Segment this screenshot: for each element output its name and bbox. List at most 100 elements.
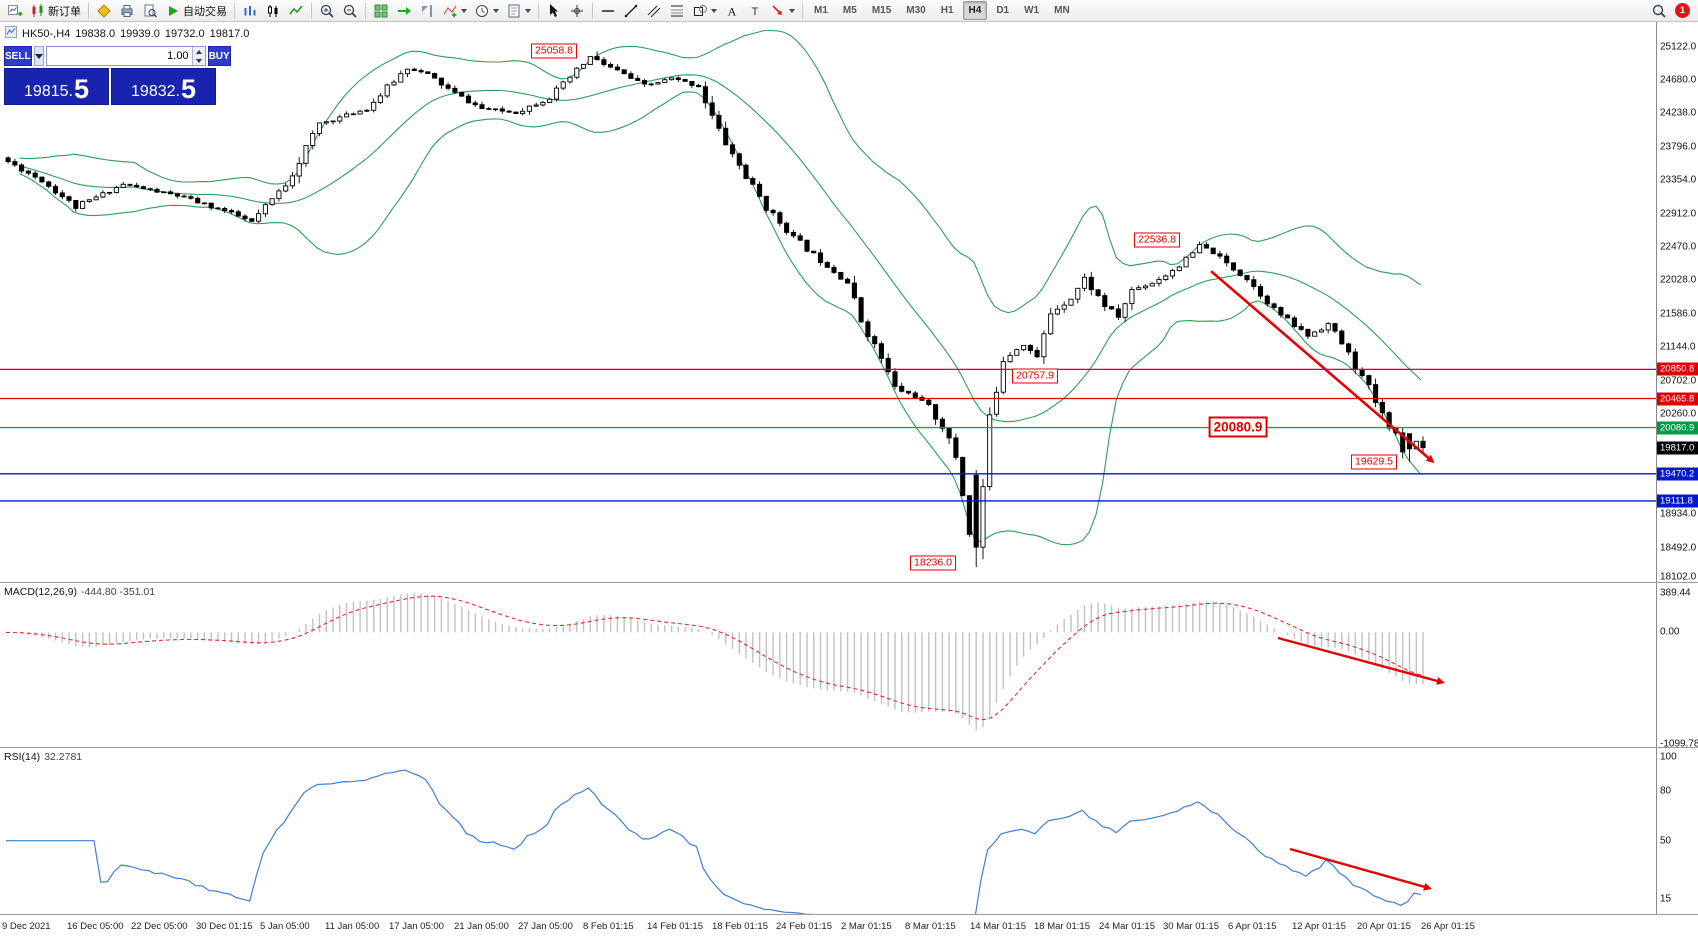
volume-decrease-button[interactable]: [192, 56, 205, 65]
price-axis-label: 20260.0: [1660, 408, 1697, 420]
price-axis[interactable]: 25122.0 24680.0 24238.0 23796.0 23354.0 22912…: [1656, 22, 1698, 583]
main-toolbar: 新订单 自动交易 A T M1 M5 M15 M30 H1 H4 D1 W1 MN 1: [0, 0, 1698, 22]
timeframe-m15-button[interactable]: M15: [871, 5, 892, 16]
symbol-period-label: HK50-,H4: [22, 27, 71, 40]
shapes-icon: [692, 3, 708, 19]
search-button[interactable]: [1648, 1, 1670, 21]
cursor-button[interactable]: [543, 1, 565, 21]
indicators-button[interactable]: [439, 1, 470, 21]
timeframe-m30-button[interactable]: M30: [906, 5, 926, 16]
channel-icon: [646, 3, 662, 19]
price-axis-label: 18102.0: [1660, 571, 1697, 583]
toolbar-separator: [802, 2, 803, 19]
arrows-tool-button[interactable]: [767, 1, 798, 21]
timeframe-h1-button[interactable]: H1: [940, 5, 954, 16]
print-button[interactable]: [116, 1, 138, 21]
equidistant-channel-button[interactable]: [643, 1, 665, 21]
timeframe-h4-button[interactable]: H4: [962, 1, 988, 20]
textT-icon: T: [747, 3, 763, 19]
textA-icon: A: [724, 3, 740, 19]
report-search-button[interactable]: [139, 1, 161, 21]
auto-trading-button[interactable]: 自动交易: [162, 1, 230, 21]
sell-button[interactable]: SELL: [4, 46, 32, 66]
chevron-down-icon: [493, 8, 499, 13]
chevron-down-icon: [789, 8, 795, 13]
toolbar-separator: [538, 2, 539, 19]
bars-mode-button[interactable]: [239, 1, 261, 21]
crosshair-icon: [569, 3, 585, 19]
macd-axis-label: -1099.78: [1660, 738, 1698, 750]
rsi-axis-label: 80: [1660, 785, 1672, 797]
sell-price-button[interactable]: 19815. 5: [4, 68, 109, 105]
macd-plot[interactable]: [0, 583, 1656, 748]
time-axis-label: 8 Feb 01:15: [583, 921, 634, 932]
favorites-button[interactable]: [93, 1, 115, 21]
volume-spinner: [191, 47, 205, 65]
buy-button[interactable]: BUY: [207, 46, 231, 66]
time-axis-label: 20 Apr 01:15: [1357, 921, 1411, 932]
chart-shift-button[interactable]: [416, 1, 438, 21]
zoom-in-button[interactable]: [316, 1, 338, 21]
arrowtool-icon: [770, 3, 786, 19]
rsi-value: 32.2781: [44, 751, 83, 763]
time-axis-label: 6 Apr 01:15: [1228, 921, 1277, 932]
price-axis-label: 18492.0: [1660, 542, 1697, 554]
time-axis-label: 30 Mar 01:15: [1163, 921, 1219, 932]
volume-input[interactable]: [46, 47, 192, 65]
notification-badge[interactable]: 1: [1675, 3, 1690, 18]
timeframe-w1-button[interactable]: W1: [1024, 5, 1040, 16]
toolbar-separator: [311, 2, 312, 19]
horizontal-line-button[interactable]: [597, 1, 619, 21]
printer-icon: [119, 3, 135, 19]
price-axis-label: 20702.0: [1660, 375, 1697, 387]
trendline-button[interactable]: [620, 1, 642, 21]
periods-button[interactable]: [471, 1, 502, 21]
chart-plus-icon: [7, 3, 23, 19]
rsi-plot[interactable]: [0, 748, 1656, 915]
volume-increase-button[interactable]: [192, 47, 205, 56]
ohlc-open: 19838.0: [75, 27, 116, 40]
chevron-down-icon: [34, 53, 43, 59]
volume-field: [45, 46, 206, 66]
timeframe-d1-button[interactable]: D1: [996, 5, 1010, 16]
timeframe-m1-button[interactable]: M1: [814, 5, 828, 16]
linechart-icon: [288, 3, 304, 19]
price-chart-plot[interactable]: [0, 22, 1656, 582]
text-label-button[interactable]: T: [744, 1, 766, 21]
time-axis[interactable]: 9 Dec 2021 16 Dec 05:00 22 Dec 05:00 30 Dec…: [0, 914, 1698, 944]
time-axis-label: 11 Jan 05:00: [325, 921, 380, 932]
toolbar-separator: [88, 2, 89, 19]
new-order-button[interactable]: 新订单: [27, 1, 84, 21]
chevron-down-icon: [711, 8, 717, 13]
spinner-up-icon: [195, 49, 202, 54]
macd-axis-label: 0.00: [1660, 626, 1680, 638]
templates-button[interactable]: [503, 1, 534, 21]
zoom-out-button[interactable]: [339, 1, 361, 21]
candles-mode-button[interactable]: [262, 1, 284, 21]
buy-price: 19832.: [131, 83, 180, 101]
fibo-icon: [669, 3, 685, 19]
timeframe-mn-button[interactable]: MN: [1054, 5, 1070, 16]
shapes-button[interactable]: [689, 1, 720, 21]
time-axis-label: 24 Feb 01:15: [776, 921, 832, 932]
line-mode-button[interactable]: [285, 1, 307, 21]
timeframe-m5-button[interactable]: M5: [842, 5, 857, 16]
price-axis-label: 23354.0: [1660, 174, 1697, 186]
new-chart-button[interactable]: [4, 1, 26, 21]
price-axis-label: 21144.0: [1660, 341, 1696, 353]
fibonacci-button[interactable]: [666, 1, 688, 21]
buy-price-button[interactable]: 19832. 5: [111, 68, 216, 105]
price-axis-badge: 19817.0: [1657, 441, 1698, 455]
template-icon: [506, 3, 522, 19]
autoscroll-icon: [396, 3, 412, 19]
sell-price-pips: 5: [73, 74, 89, 105]
trade-panel-dropdown-button[interactable]: [33, 46, 44, 66]
spinner-down-icon: [195, 58, 202, 63]
tile-windows-button[interactable]: [370, 1, 392, 21]
auto-scroll-button[interactable]: [393, 1, 415, 21]
time-axis-label: 18 Mar 01:15: [1034, 921, 1090, 932]
crosshair-button[interactable]: [566, 1, 588, 21]
text-button[interactable]: A: [721, 1, 743, 21]
price-axis-label: 22028.0: [1660, 274, 1697, 286]
time-axis-label: 22 Dec 05:00: [131, 921, 188, 932]
